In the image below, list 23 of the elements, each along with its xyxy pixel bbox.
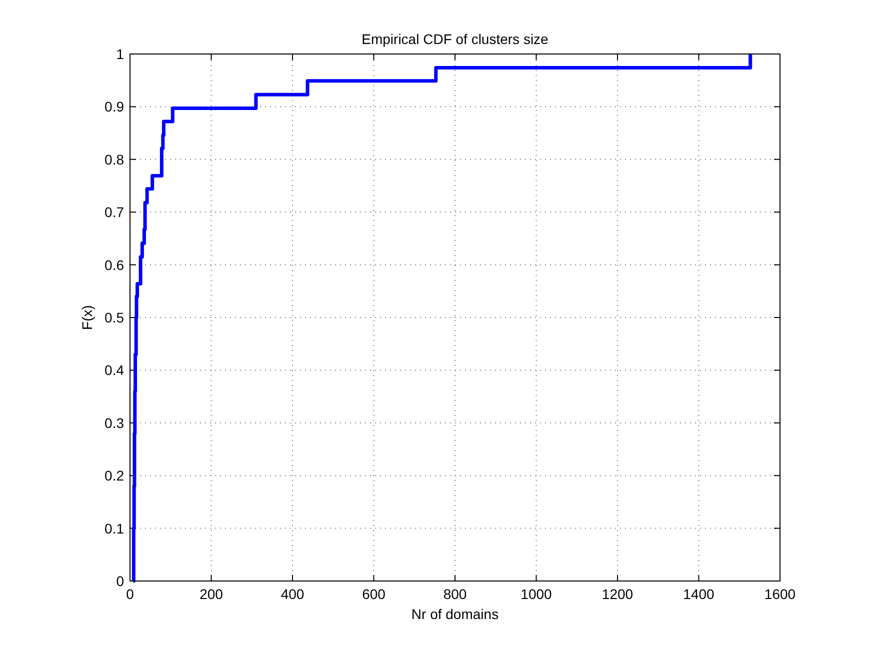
y-tick-label: 1 — [116, 46, 124, 62]
x-tick-label: 200 — [200, 586, 224, 602]
chart-title: Empirical CDF of clusters size — [362, 31, 549, 47]
y-tick-label: 0.7 — [104, 204, 124, 220]
x-tick-label: 600 — [362, 586, 386, 602]
y-tick-label: 0.8 — [104, 151, 124, 168]
y-tick-label: 0.9 — [104, 98, 124, 115]
y-tick-label: 0.3 — [104, 414, 124, 431]
y-tick-label: 0.6 — [104, 256, 124, 273]
x-tick-label: 1000 — [520, 586, 552, 602]
x-tick-label: 0 — [126, 586, 134, 602]
x-tick-label: 1200 — [602, 586, 634, 602]
y-tick-label: 0.1 — [104, 520, 124, 536]
y-tick-label: 0.2 — [104, 468, 124, 484]
y-axis-title: F(x) — [79, 305, 95, 330]
x-axis-title: Nr of domains — [411, 606, 499, 622]
y-tick-label: 0.4 — [104, 362, 124, 378]
x-tick-label: 400 — [280, 586, 304, 602]
x-tick-label: 800 — [443, 586, 467, 602]
x-tick-label: 1600 — [764, 586, 796, 602]
x-tick-label: 1400 — [683, 586, 715, 602]
y-tick-label: 0.5 — [104, 310, 124, 326]
y-tick-label: 0 — [116, 573, 124, 589]
